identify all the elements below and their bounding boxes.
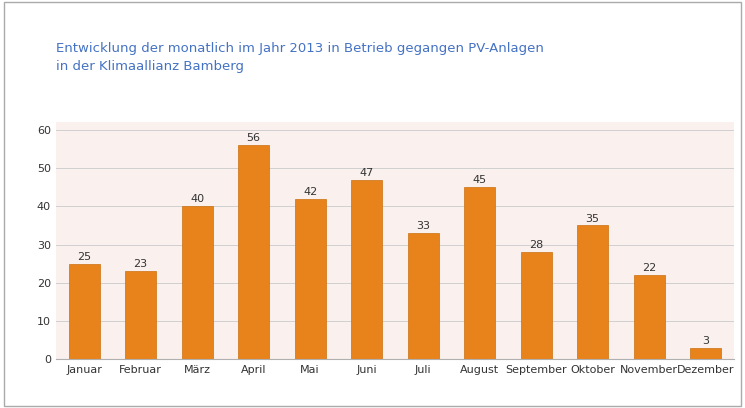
Text: 45: 45: [472, 175, 486, 185]
Text: 42: 42: [303, 187, 317, 197]
Text: 22: 22: [642, 263, 656, 273]
Bar: [408, 233, 439, 359]
Bar: [464, 187, 495, 359]
Text: Entwicklung der monatlich im Jahr 2013 in Betrieb gegangen PV-Anlagen
in der Kli: Entwicklung der monatlich im Jahr 2013 i…: [56, 42, 544, 73]
Bar: [294, 199, 326, 359]
Bar: [125, 271, 156, 359]
Bar: [182, 206, 212, 359]
Text: 28: 28: [529, 240, 543, 250]
Bar: [238, 145, 269, 359]
Bar: [633, 275, 665, 359]
Bar: [351, 180, 382, 359]
Bar: [69, 264, 100, 359]
Text: 25: 25: [77, 252, 91, 262]
Bar: [521, 252, 551, 359]
Text: 33: 33: [416, 221, 430, 231]
Text: 40: 40: [190, 195, 204, 204]
Text: 3: 3: [702, 336, 709, 346]
Text: 56: 56: [247, 133, 261, 143]
Bar: [577, 226, 608, 359]
Text: 35: 35: [586, 213, 600, 224]
Bar: [690, 348, 721, 359]
Text: 23: 23: [133, 259, 148, 269]
Text: 47: 47: [360, 168, 374, 178]
